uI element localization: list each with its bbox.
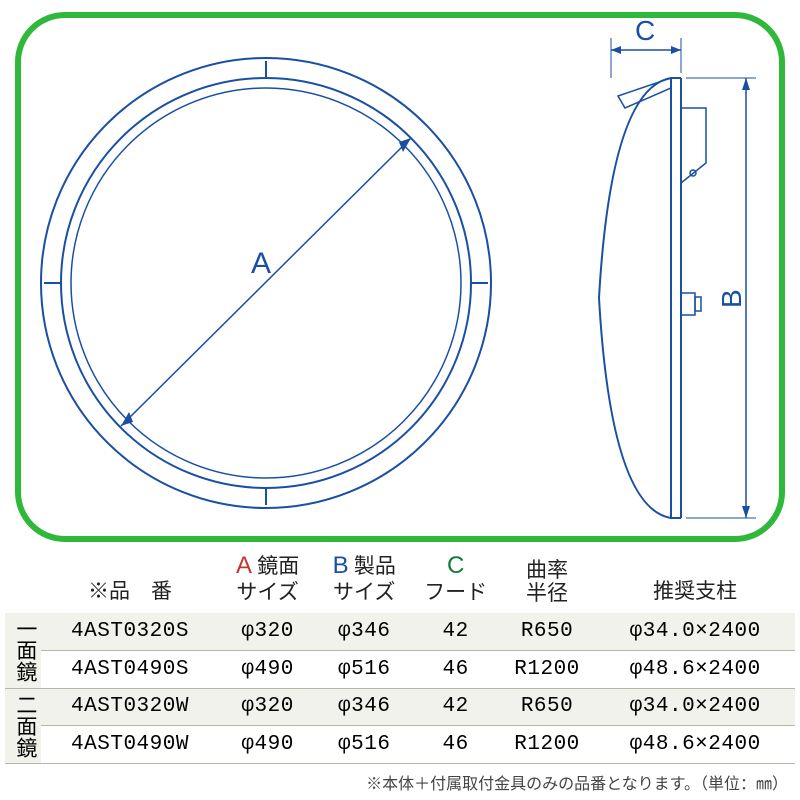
cell-partno: 4AST0320W [41, 688, 220, 726]
col-header-partno: ※品 番 [41, 548, 220, 613]
cell-a: φ320 [219, 613, 316, 650]
col-header-radius: 曲率半径 [499, 548, 596, 613]
cell-c: 42 [413, 688, 499, 726]
dim-label-a: A [251, 247, 271, 280]
col-header-a: A 鏡面サイズ [219, 548, 316, 613]
cell-r: R1200 [499, 726, 596, 764]
technical-drawing: A C [21, 18, 779, 536]
diagram-frame: A C [15, 12, 785, 542]
group-label: 二面鏡 [5, 688, 41, 764]
footnote: ※本体＋付属取付金具のみの品番となります。（単位：㎜） [366, 770, 788, 794]
cell-r: R650 [499, 613, 596, 650]
cell-a: φ490 [219, 726, 316, 764]
table-row: 4AST0490W φ490 φ516 46 R1200 φ48.6×2400 [5, 726, 795, 764]
spec-table-container: ※品 番 A 鏡面サイズ B 製品サイズ Cフード 曲率半径 推奨支柱 一面鏡 … [5, 548, 795, 764]
cell-c: 42 [413, 613, 499, 650]
cell-pole: φ48.6×2400 [595, 650, 795, 688]
table-header-row: ※品 番 A 鏡面サイズ B 製品サイズ Cフード 曲率半径 推奨支柱 [5, 548, 795, 613]
cell-c: 46 [413, 726, 499, 764]
dim-label-b: B [716, 289, 747, 308]
cell-pole: φ34.0×2400 [595, 613, 795, 650]
cell-partno: 4AST0490W [41, 726, 220, 764]
spec-table: ※品 番 A 鏡面サイズ B 製品サイズ Cフード 曲率半径 推奨支柱 一面鏡 … [5, 548, 795, 764]
side-view: C B [599, 18, 756, 518]
cell-a: φ490 [219, 650, 316, 688]
cell-r: R1200 [499, 650, 596, 688]
cell-b: φ346 [316, 688, 413, 726]
table-row: 一面鏡 4AST0320S φ320 φ346 42 R650 φ34.0×24… [5, 613, 795, 650]
dim-label-c: C [635, 18, 655, 46]
table-row: 4AST0490S φ490 φ516 46 R1200 φ48.6×2400 [5, 650, 795, 688]
cell-partno: 4AST0490S [41, 650, 220, 688]
cell-r: R650 [499, 688, 596, 726]
col-header-b: B 製品サイズ [316, 548, 413, 613]
cell-b: φ346 [316, 613, 413, 650]
col-header-pole: 推奨支柱 [595, 548, 795, 613]
cell-c: 46 [413, 650, 499, 688]
col-header-c: Cフード [413, 548, 499, 613]
cell-partno: 4AST0320S [41, 613, 220, 650]
cell-b: φ516 [316, 726, 413, 764]
cell-pole: φ48.6×2400 [595, 726, 795, 764]
front-view: A [41, 58, 491, 508]
cell-pole: φ34.0×2400 [595, 688, 795, 726]
table-row: 二面鏡 4AST0320W φ320 φ346 42 R650 φ34.0×24… [5, 688, 795, 726]
group-label: 一面鏡 [5, 613, 41, 688]
cell-b: φ516 [316, 650, 413, 688]
cell-a: φ320 [219, 688, 316, 726]
